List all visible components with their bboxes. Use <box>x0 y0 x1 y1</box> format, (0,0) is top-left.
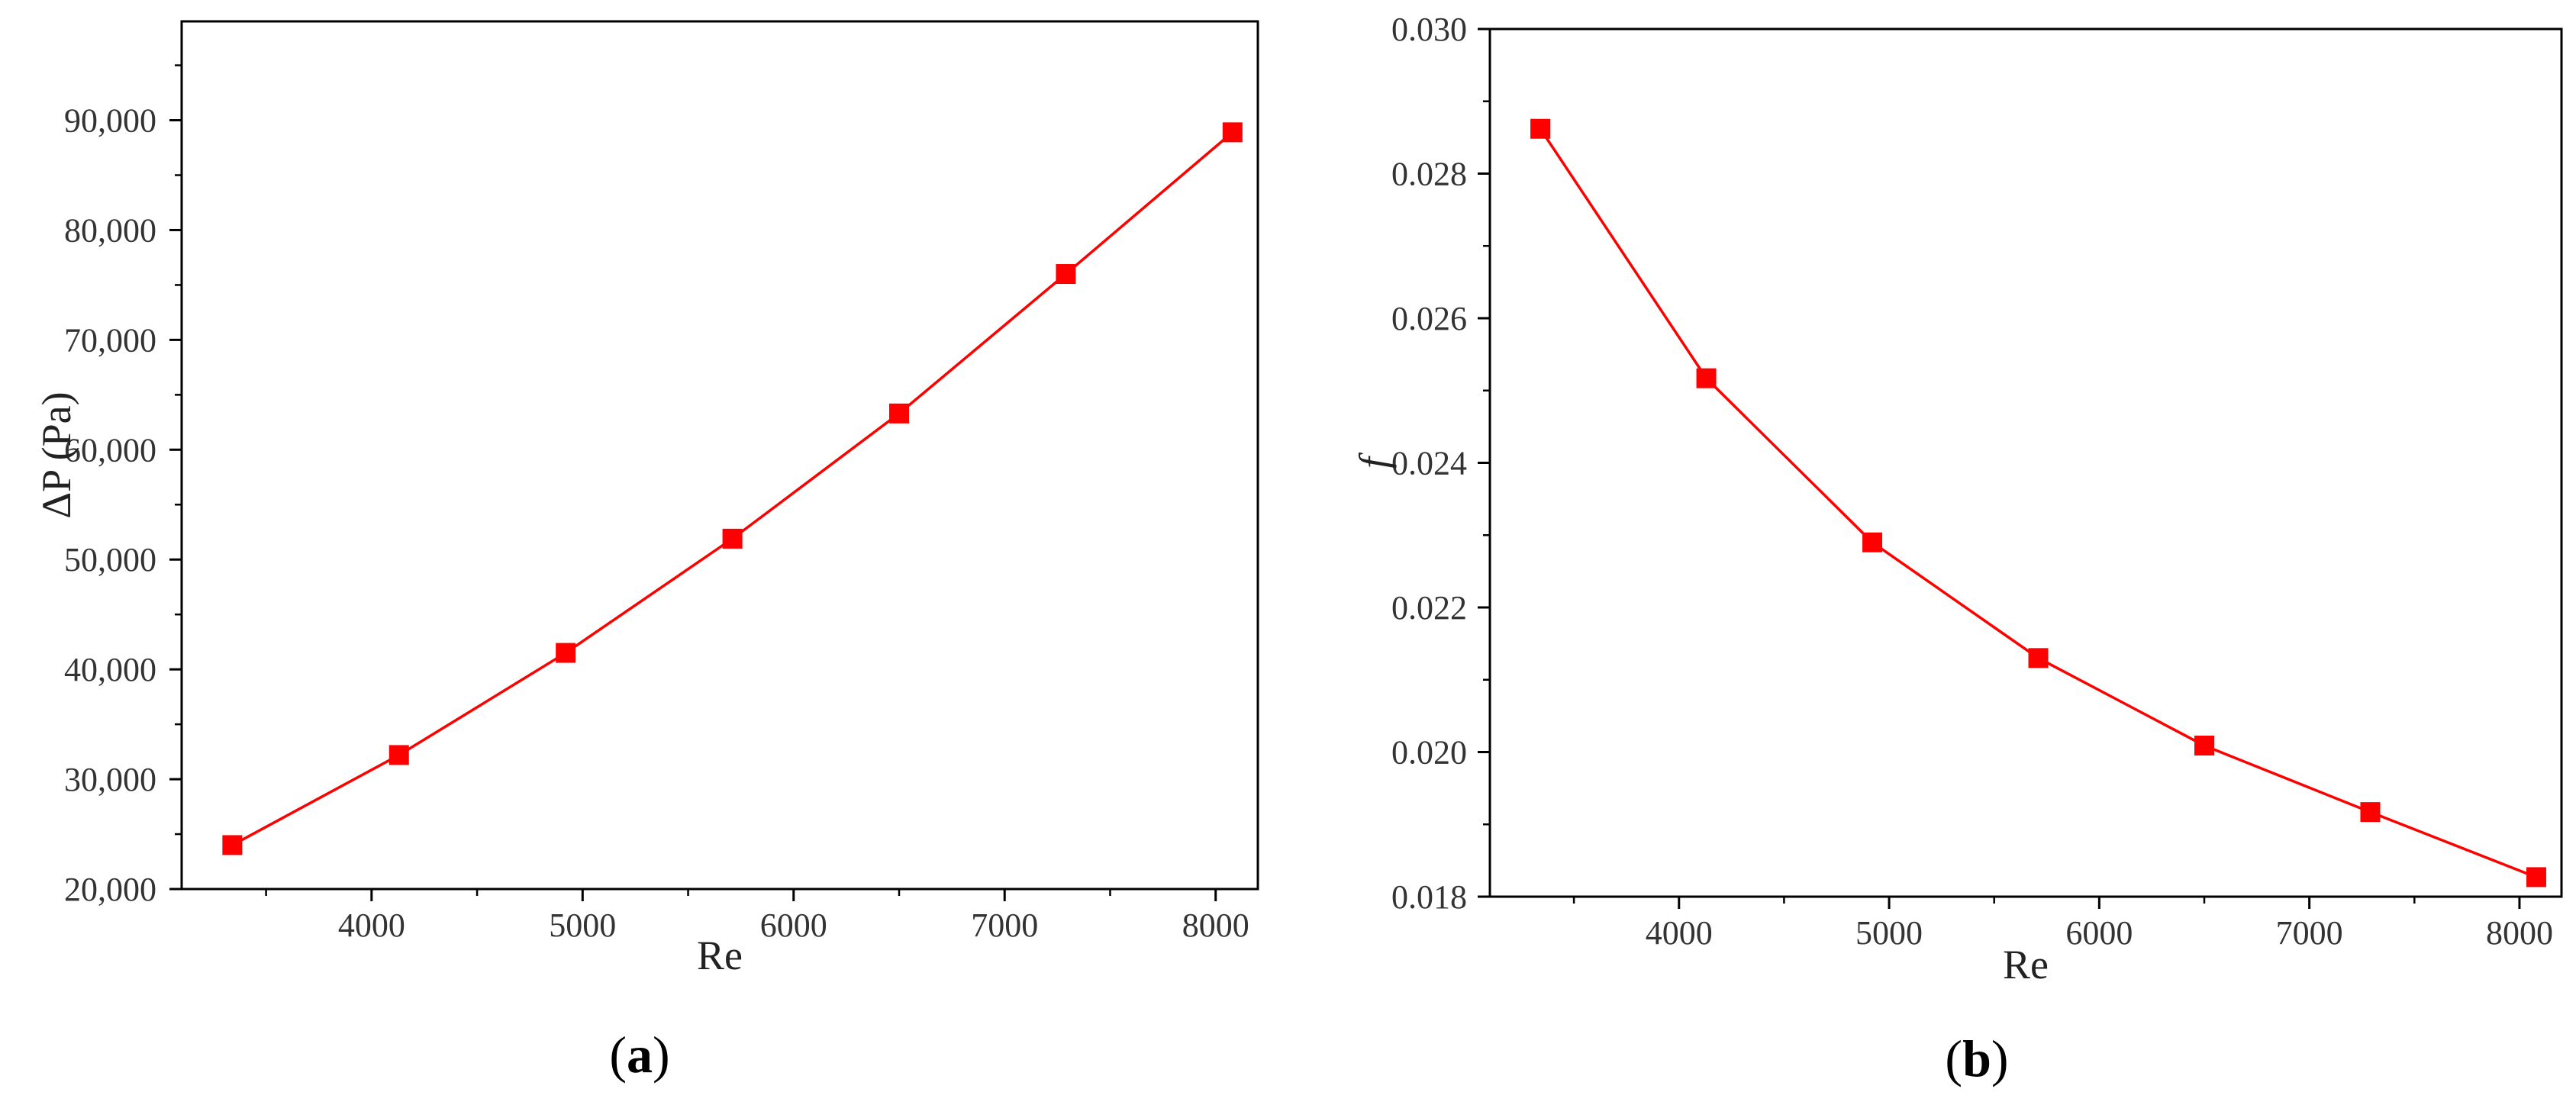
data-point <box>2194 735 2214 755</box>
series-line <box>1539 127 2537 879</box>
y-tick-label: 80,000 <box>64 211 156 249</box>
panel-label-close: ) <box>1991 1029 2009 1087</box>
panel-label: (a) <box>609 1026 669 1084</box>
data-point <box>556 643 576 663</box>
y-tick-label: 0.030 <box>1391 11 1467 48</box>
x-tick-label: 4000 <box>1646 914 1713 952</box>
data-point <box>388 745 409 765</box>
y-tick-label: 70,000 <box>64 321 156 359</box>
x-tick-label: 7000 <box>2276 914 2343 952</box>
plot-frame <box>1488 27 2563 898</box>
y-tick-label: 40,000 <box>64 651 156 688</box>
chart-panel-a: 4000 5000 6000 7000 8000 20,000 30,000 40,000 50… <box>34 20 1259 1084</box>
data-point <box>1862 532 1883 552</box>
x-tick-label: 5000 <box>549 907 616 944</box>
data-point <box>222 835 243 855</box>
x-tick-label: 7000 <box>971 907 1038 944</box>
x-axis-title: Re <box>2003 942 2049 987</box>
y-tick-label: 0.018 <box>1391 878 1467 916</box>
x-axis-title: Re <box>697 933 743 978</box>
panel-label-open: ( <box>609 1026 627 1084</box>
y-tick-label: 60,000 <box>64 431 156 469</box>
panel-label-open: ( <box>1945 1029 1962 1087</box>
panel-label-letter: b <box>1962 1029 1991 1087</box>
y-tick-label: 0.024 <box>1391 445 1467 482</box>
panel-label: (b) <box>1945 1029 2008 1087</box>
x-tick-label: 5000 <box>1855 914 1923 952</box>
y-axis-title: f <box>1351 452 1397 469</box>
y-tick-label: 90,000 <box>64 102 156 140</box>
x-tick-label: 8000 <box>1182 907 1249 944</box>
y-tick-label: 0.026 <box>1391 300 1467 337</box>
data-point <box>889 403 909 424</box>
data-point <box>1222 122 1243 143</box>
y-tick-label: 30,000 <box>64 761 156 798</box>
panel-label-close: ) <box>653 1026 670 1084</box>
x-tick-label: 6000 <box>760 907 827 944</box>
data-point <box>1696 368 1717 388</box>
data-point <box>722 528 743 549</box>
x-tick-label: 4000 <box>338 907 405 944</box>
panel-label-letter: a <box>627 1026 653 1084</box>
y-tick-label: 0.020 <box>1391 734 1467 772</box>
y-tick-label: 0.022 <box>1391 589 1467 627</box>
data-point <box>1530 118 1551 139</box>
x-tick-label: 8000 <box>2486 914 2553 952</box>
data-point <box>1056 264 1076 285</box>
data-point <box>2526 867 2546 888</box>
y-tick-label: 50,000 <box>64 541 156 578</box>
y-tick-label: 0.028 <box>1391 156 1467 193</box>
y-axis-title: ΔP (Pa) <box>34 391 79 518</box>
chart-panel-b: 4000 5000 6000 7000 8000 0.018 0.020 0.022 0.024… <box>1351 11 2563 1087</box>
x-tick-label: 6000 <box>2065 914 2133 952</box>
y-tick-label: 20,000 <box>64 871 156 908</box>
data-point <box>2360 802 2381 823</box>
plot-frame <box>180 20 1259 891</box>
data-point <box>2028 648 2049 668</box>
series-line <box>231 131 1233 846</box>
